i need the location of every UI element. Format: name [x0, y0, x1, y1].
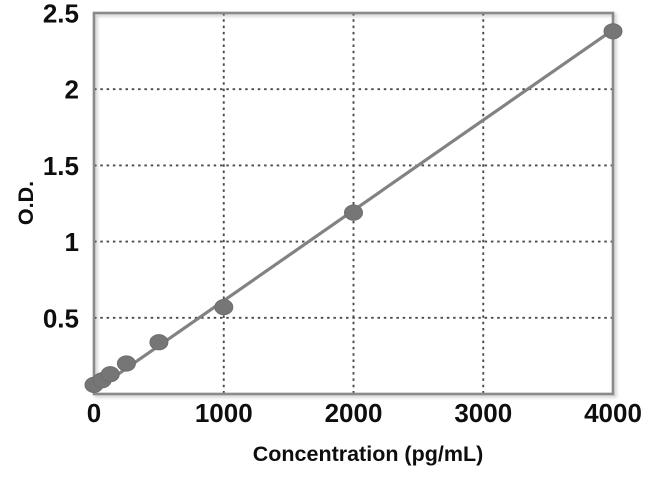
data-point-1000 — [214, 299, 234, 316]
y-tick-label-1: 1 — [65, 227, 79, 257]
y-axis-title: O.D. — [14, 181, 38, 225]
x-tick-label-0: 0 — [87, 398, 101, 428]
x-axis-title: Concentration (pg/mL) — [253, 442, 484, 466]
y-tick-label-2: 2 — [65, 75, 79, 105]
x-tick-label-3000: 3000 — [454, 398, 512, 428]
y-tick-label-1.5: 1.5 — [43, 151, 79, 181]
y-tick-label-2.5: 2.5 — [43, 0, 79, 29]
data-point-500 — [149, 334, 169, 351]
data-point-4000 — [603, 23, 623, 40]
plot-frame — [92, 11, 615, 396]
data-point-2000 — [344, 204, 363, 221]
data-point-125 — [100, 366, 120, 383]
series-layer — [84, 23, 623, 393]
x-tick-label-4000: 4000 — [584, 398, 642, 428]
data-point-250 — [116, 355, 136, 372]
y-tick-label-0.5: 0.5 — [43, 303, 79, 333]
gridlines-layer — [94, 13, 613, 394]
tick-labels-layer: 0 1000 2000 3000 4000 0.5 1 1.5 2 2.5 — [43, 0, 642, 428]
x-tick-label-2000: 2000 — [325, 398, 383, 428]
x-tick-label-1000: 1000 — [195, 398, 253, 428]
